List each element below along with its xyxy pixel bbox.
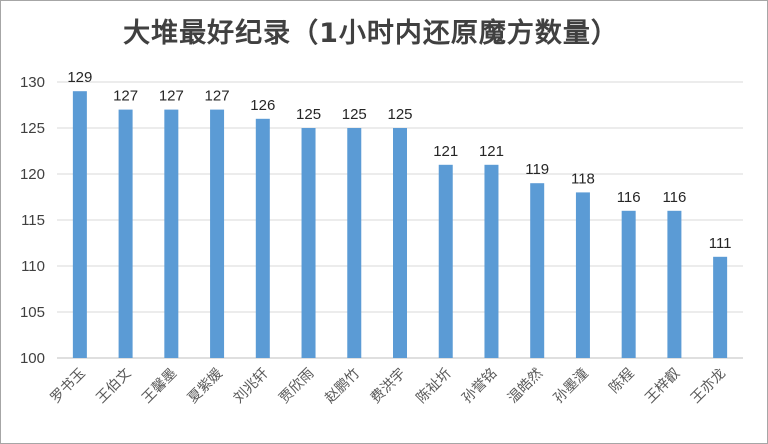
category-label: 王馨墨 [139,366,180,407]
data-label: 125 [296,106,321,123]
data-label: 129 [67,69,92,86]
bar [438,164,453,358]
bar [118,109,133,358]
data-label: 127 [159,88,184,105]
category-label: 王亦龙 [688,366,729,407]
bar [530,183,545,358]
bar [575,192,590,358]
category-label: 温皓然 [504,365,546,407]
bar [210,109,225,358]
category-label: 王伯文 [93,366,134,407]
category-label: 贾欣雨 [276,366,317,407]
bar [621,210,636,358]
category-label: 王梓叡 [642,365,684,407]
data-label: 127 [113,88,138,105]
bar [72,91,87,358]
y-tick-label: 115 [21,212,45,229]
category-label: 刘兆轩 [231,366,272,407]
chart-title: 大堆最好纪录（1小时内还原魔方数量） [123,18,619,49]
y-tick-label: 120 [20,166,45,183]
y-tick-label: 105 [20,304,45,321]
bar [667,210,682,358]
data-label: 125 [387,106,412,123]
data-label: 127 [205,88,230,105]
bar [484,164,499,358]
y-tick-label: 130 [20,74,45,91]
category-label: 孙誉铭 [459,366,500,407]
category-label: 陈程 [606,365,638,397]
data-label: 126 [250,97,275,114]
y-tick-label: 110 [21,258,45,275]
data-label: 116 [662,189,686,206]
data-label: 116 [617,189,641,206]
category-label: 费洪宇 [368,366,409,407]
category-label: 孙墨潼 [550,365,592,407]
bar [393,128,407,358]
y-tick-label: 100 [20,350,45,367]
data-label: 111 [709,235,732,252]
category-label: 赵鹏竹 [322,366,363,407]
category-label: 陈祉圻 [413,365,455,407]
bar [164,109,179,358]
data-label: 125 [342,106,367,123]
bar [347,128,362,358]
y-tick-label: 125 [20,120,45,137]
category-label: 夏紫媛 [185,366,226,407]
category-label: 罗书玉 [48,366,89,407]
bar [301,128,316,358]
data-label: 119 [525,161,549,178]
bar [713,256,728,358]
bar [255,118,270,358]
data-label: 121 [479,143,504,160]
data-label: 118 [571,170,595,187]
data-label: 121 [433,143,458,160]
